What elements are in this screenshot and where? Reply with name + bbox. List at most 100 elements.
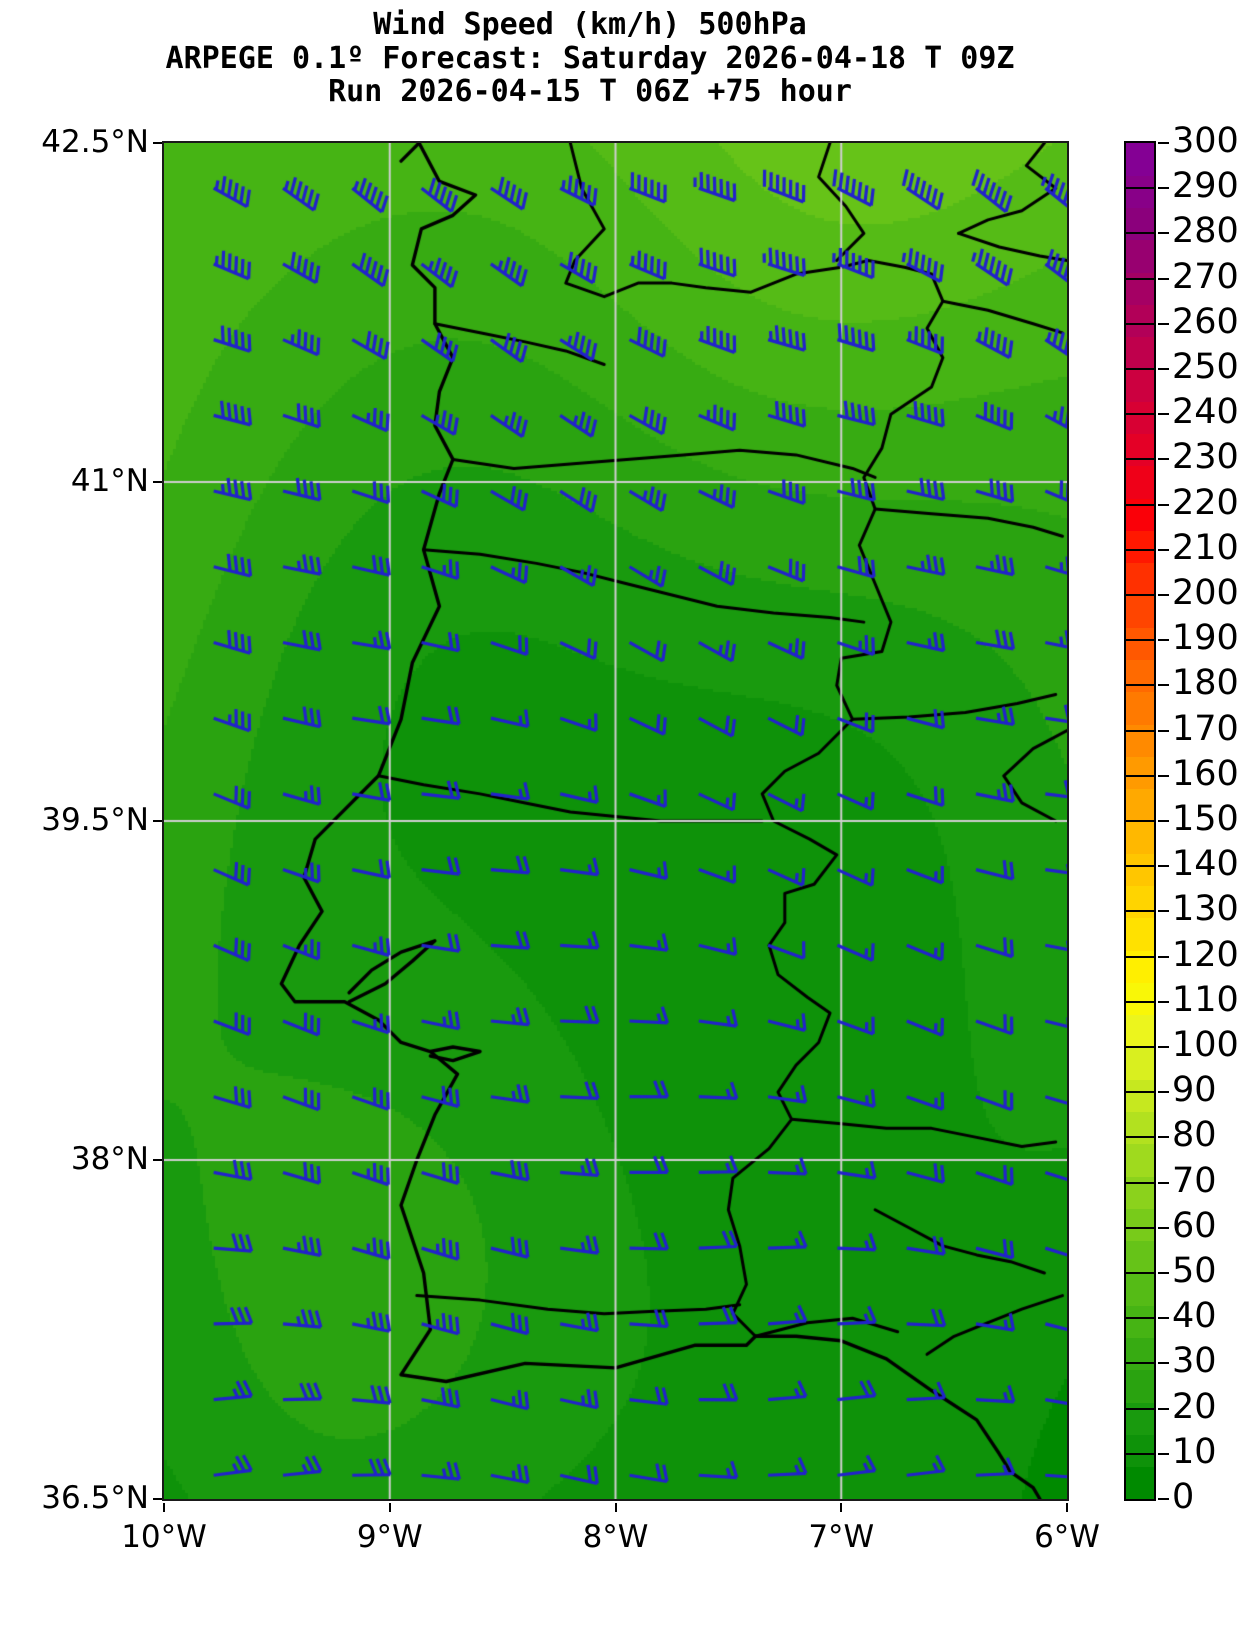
forecast-subtitle: ARPEGE 0.1º Forecast: Saturday 2026-04-1… xyxy=(165,40,1015,76)
colorbar-tick-label: 40 xyxy=(1172,1296,1217,1337)
colorbar-segment xyxy=(1126,143,1154,176)
colorbar-tick-mark xyxy=(1158,142,1169,144)
colorbar-segment xyxy=(1126,369,1154,402)
colorbar-tick-mark xyxy=(1158,639,1169,642)
colorbar-tick-mark xyxy=(1158,187,1169,190)
latitude-tick-label: 38°N xyxy=(70,1141,149,1177)
colorbar-tick-mark xyxy=(1158,955,1169,958)
colorbar-tick-mark xyxy=(1158,548,1169,551)
colorbar-segment xyxy=(1126,1240,1154,1274)
colorbar-divider xyxy=(1126,187,1154,190)
colorbar-divider xyxy=(1126,458,1154,461)
colorbar-divider xyxy=(1126,322,1154,325)
longitude-tick-label: 6°W xyxy=(1034,1519,1100,1555)
latitude-tick-mark xyxy=(153,1159,162,1161)
colorbar-tick-mark xyxy=(1158,910,1169,913)
colorbar-divider xyxy=(1126,1181,1154,1184)
colorbar-tick-label: 160 xyxy=(1172,753,1239,794)
longitude-tick-mark xyxy=(388,1503,391,1512)
colorbar-segment xyxy=(1126,885,1154,919)
longitude-tick-mark xyxy=(614,1503,617,1512)
latitude-tick-label: 39.5°N xyxy=(41,802,149,838)
colorbar-divider xyxy=(1126,684,1154,687)
colorbar-segment xyxy=(1126,1466,1154,1499)
colorbar-tick-label: 180 xyxy=(1172,663,1239,704)
colorbar-segment xyxy=(1126,175,1154,209)
colorbar-tick-mark xyxy=(1158,458,1169,461)
latitude-tick-mark xyxy=(153,820,162,822)
colorbar-segment xyxy=(1126,1143,1154,1177)
colorbar-divider xyxy=(1126,1091,1154,1094)
colorbar-divider xyxy=(1126,910,1154,913)
colorbar-tick-mark xyxy=(1158,322,1169,325)
colorbar-segment xyxy=(1126,1047,1154,1080)
longitude-tick-mark xyxy=(1066,1503,1068,1512)
colorbar-tick-label: 90 xyxy=(1172,1070,1217,1111)
colorbar-tick-label: 300 xyxy=(1172,121,1239,161)
colorbar-divider xyxy=(1126,1362,1154,1365)
map-plot-area[interactable] xyxy=(162,141,1069,1501)
colorbar-tick-label: 10 xyxy=(1172,1431,1217,1472)
colorbar-divider xyxy=(1126,368,1154,370)
colorbar-divider xyxy=(1126,774,1154,777)
colorbar-tick-label: 280 xyxy=(1172,211,1239,252)
colorbar-tick-label: 100 xyxy=(1172,1025,1239,1065)
colorbar-tick-mark xyxy=(1158,1226,1169,1229)
colorbar-tick-label: 270 xyxy=(1172,256,1239,297)
colorbar-divider xyxy=(1126,729,1154,732)
colorbar-segment xyxy=(1126,433,1154,467)
colorbar-tick-label: 60 xyxy=(1172,1205,1217,1246)
colorbar-tick-mark xyxy=(1158,684,1169,687)
colorbar-tick-mark xyxy=(1158,594,1169,596)
colorbar-segment xyxy=(1126,821,1154,854)
colorbar-divider xyxy=(1126,1046,1154,1048)
colorbar-tick-label: 110 xyxy=(1172,979,1239,1020)
colorbar-segment xyxy=(1126,239,1154,273)
colorbar-tick-mark xyxy=(1158,1407,1169,1410)
colorbar-tick-mark xyxy=(1158,1000,1169,1003)
colorbar-divider xyxy=(1126,1452,1154,1455)
colorbar-tick-mark xyxy=(1158,368,1169,370)
colorbar-tick-mark xyxy=(1158,1181,1169,1184)
latitude-tick-label: 36.5°N xyxy=(41,1480,149,1516)
colorbar-tick-label: 210 xyxy=(1172,527,1239,568)
colorbar-divider xyxy=(1126,1226,1154,1229)
colorbar-tick-label: 140 xyxy=(1172,844,1239,885)
colorbar-tick-mark xyxy=(1158,1452,1169,1455)
colorbar-tick-mark xyxy=(1158,1498,1169,1500)
colorbar-tick-mark xyxy=(1158,232,1169,235)
colorbar-tick-label: 190 xyxy=(1172,618,1239,659)
colorbar-segment xyxy=(1126,1111,1154,1145)
colorbar-divider xyxy=(1126,639,1154,642)
colorbar-segment xyxy=(1126,530,1154,564)
colorbar-segment xyxy=(1126,401,1154,435)
colorbar-segment xyxy=(1126,1014,1154,1048)
colorbar-divider xyxy=(1126,1272,1154,1274)
colorbar-divider xyxy=(1126,594,1154,596)
longitude-tick-label: 10°W xyxy=(121,1519,207,1555)
colorbar[interactable] xyxy=(1124,141,1156,1501)
wind-speed-contour-canvas xyxy=(164,143,1067,1499)
colorbar-tick-mark xyxy=(1158,1272,1169,1274)
colorbar-segment xyxy=(1126,627,1154,661)
colorbar-segment xyxy=(1126,304,1154,338)
colorbar-divider xyxy=(1126,413,1154,416)
colorbar-divider xyxy=(1126,820,1154,822)
colorbar-divider xyxy=(1126,1136,1154,1139)
colorbar-segment xyxy=(1126,691,1154,725)
latitude-tick-mark xyxy=(153,142,162,144)
colorbar-segment xyxy=(1126,207,1154,241)
latitude-tick-label: 42.5°N xyxy=(41,124,149,160)
colorbar-tick-label: 70 xyxy=(1172,1160,1217,1201)
colorbar-tick-label: 240 xyxy=(1172,392,1239,433)
longitude-tick-label: 7°W xyxy=(808,1519,875,1555)
colorbar-segment xyxy=(1126,1337,1154,1371)
colorbar-segment xyxy=(1126,1305,1154,1339)
colorbar-tick-mark xyxy=(1158,1362,1169,1365)
longitude-tick-label: 8°W xyxy=(582,1519,649,1555)
colorbar-segment xyxy=(1126,788,1154,822)
colorbar-divider xyxy=(1126,277,1154,280)
colorbar-tick-mark xyxy=(1158,1046,1169,1048)
colorbar-segment xyxy=(1126,1079,1154,1113)
